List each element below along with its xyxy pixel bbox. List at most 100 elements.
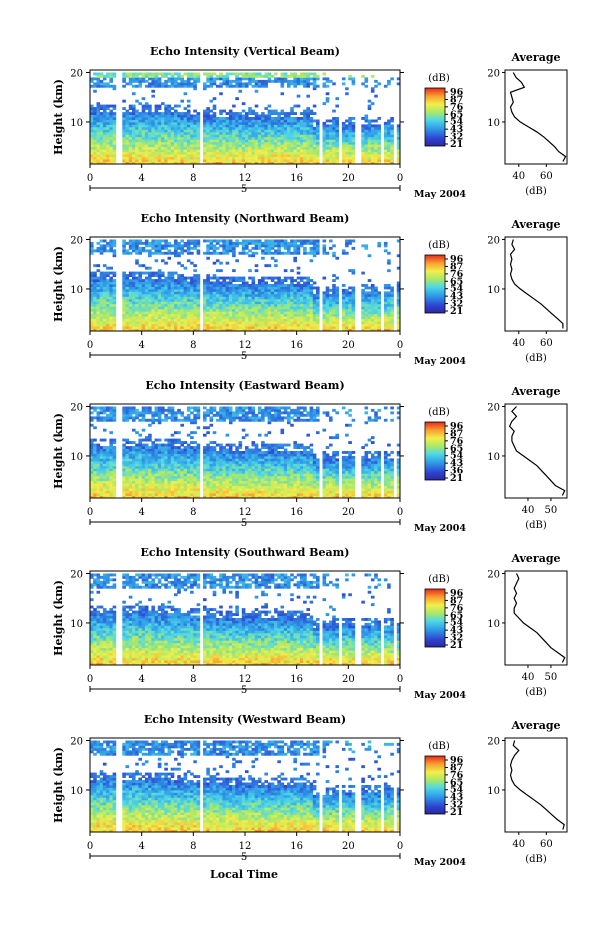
average-profile-4: Average 10 20 40 60 (dB) [487,719,568,865]
colorbar-tick-label-0-3: 65 [450,109,463,120]
x-tick-label-4-2: 8 [190,841,196,852]
colorbar-tick-label-3-1: 87 [450,595,463,606]
chart-title-1: Echo Intensity (Northward Beam) [141,212,350,225]
average-profile-line-4 [509,740,565,830]
x-tick-label-0-1: 4 [138,173,144,184]
average-profile-2: Average 10 20 40 50 (dB) [487,385,568,531]
average-profile-1: Average 10 20 40 60 (dB) [487,218,568,364]
colorbar-tick-label-3-4: 54 [450,618,464,629]
colorbar-tick-label-0-5: 43 [450,124,463,135]
colorbar-label-3: (dB) [428,574,450,585]
colorbar-tick-label-1-7: 21 [450,306,463,317]
colorbar-tick-label-1-5: 43 [450,291,463,302]
colorbar-tick-label-1-4: 54 [450,284,464,295]
colorbar-tick-label-4-0: 96 [450,755,464,766]
x-tick-label-0-3: 12 [239,173,252,184]
panel-4: Echo Intensity (Westward Beam) 10 20 Height… [52,713,568,868]
chart-title-0: Echo Intensity (Vertical Beam) [150,45,340,58]
average-x-label-4: (dB) [525,854,547,865]
y-tick-label-4-0: 10 [70,786,83,797]
x-tick-label-0-5: 20 [342,173,355,184]
x-tick-label-0-2: 8 [190,173,196,184]
colorbar-tick-label-2-3: 65 [450,443,463,454]
x-tick-label-3-4: 16 [290,674,303,685]
colorbar-tick-label-3-7: 21 [450,640,463,651]
panel-0: Echo Intensity (Vertical Beam) 10 20 Height… [52,45,568,200]
colorbar-label-2: (dB) [428,407,450,418]
colorbar-tick-label-3-0: 96 [450,588,464,599]
average-x-label-2: (dB) [525,520,547,531]
day-label-3: 5 [241,685,247,696]
date-label-0: May 2004 [414,189,466,200]
colorbar-label-0: (dB) [428,73,450,84]
y-tick-label-1-0: 10 [70,285,83,296]
x-tick-label-4-0: 0 [87,841,93,852]
average-x-label-3: (dB) [525,687,547,698]
day-label-4: 5 [241,852,247,863]
y-axis-label-3: Height (km) [52,580,65,656]
x-tick-label-1-2: 8 [190,340,196,351]
x-tick-label-2-3: 12 [239,507,252,518]
colorbar-tick-label-0-2: 76 [450,102,464,113]
average-y-tick-label-1-1: 20 [487,235,500,246]
average-x-tick-label-0-1: 60 [540,171,553,182]
day-label-1: 5 [241,351,247,362]
average-frame-0 [504,69,568,165]
average-x-tick-label-2-1: 50 [545,505,558,516]
colorbar-tick-label-0-7: 21 [450,139,463,150]
x-tick-label-1-3: 12 [239,340,252,351]
x-tick-label-2-1: 4 [138,507,144,518]
heatmap-field-1 [90,239,401,332]
colorbar-tick-label-1-1: 87 [450,261,463,272]
average-y-tick-label-2-1: 20 [487,402,500,413]
colorbar-tick-label-2-1: 87 [450,428,463,439]
x-tick-label-4-6: 0 [397,841,403,852]
colorbar-1 [424,254,446,314]
date-label-4: May 2004 [414,857,466,868]
colorbar-tick-label-0-1: 87 [450,94,463,105]
average-y-tick-label-3-0: 10 [487,619,500,630]
average-title-3: Average [510,552,560,565]
x-tick-label-1-6: 0 [397,340,403,351]
colorbar-tick-label-4-6: 32 [450,800,463,811]
x-tick-label-4-3: 12 [239,841,252,852]
average-x-tick-label-1-0: 40 [512,338,525,349]
x-tick-label-4-4: 16 [290,841,303,852]
colorbar-tick-label-4-2: 76 [450,770,464,781]
average-y-tick-label-4-1: 20 [487,736,500,747]
heatmap-field-4 [90,740,401,833]
colorbar-tick-label-4-7: 21 [450,807,463,818]
y-tick-label-2-1: 20 [70,402,83,413]
colorbar-tick-label-4-4: 54 [450,785,464,796]
colorbar-3 [424,588,446,648]
average-x-tick-label-1-1: 60 [540,338,553,349]
y-tick-label-0-1: 20 [70,68,83,79]
average-frame-2 [504,403,568,499]
date-label-2: May 2004 [414,523,466,534]
x-tick-label-3-5: 20 [342,674,355,685]
average-title-0: Average [510,51,560,64]
colorbar-tick-label-4-5: 43 [450,792,463,803]
average-y-tick-label-0-0: 10 [487,118,500,129]
x-tick-label-4-1: 4 [138,841,144,852]
y-tick-label-3-0: 10 [70,619,83,630]
x-tick-label-1-5: 20 [342,340,355,351]
x-tick-label-3-0: 0 [87,674,93,685]
average-profile-line-1 [509,239,564,329]
colorbar-tick-label-3-2: 76 [450,603,464,614]
average-profile-line-3 [513,573,566,663]
average-x-label-0: (dB) [525,186,547,197]
x-tick-label-3-1: 4 [138,674,144,685]
y-axis-label-2: Height (km) [52,413,65,489]
colorbar-tick-label-0-0: 96 [450,87,464,98]
x-tick-label-2-6: 0 [397,507,403,518]
date-label-3: May 2004 [414,690,466,701]
colorbar-tick-label-1-6: 32 [450,299,463,310]
colorbar-4 [424,755,446,815]
colorbar-label-1: (dB) [428,240,450,251]
panel-1: Echo Intensity (Northward Beam) 10 20 Heigh… [52,212,568,367]
x-tick-label-1-4: 16 [290,340,303,351]
average-y-tick-label-4-0: 10 [487,786,500,797]
colorbar-tick-label-1-0: 96 [450,254,464,265]
average-x-label-1: (dB) [525,353,547,364]
